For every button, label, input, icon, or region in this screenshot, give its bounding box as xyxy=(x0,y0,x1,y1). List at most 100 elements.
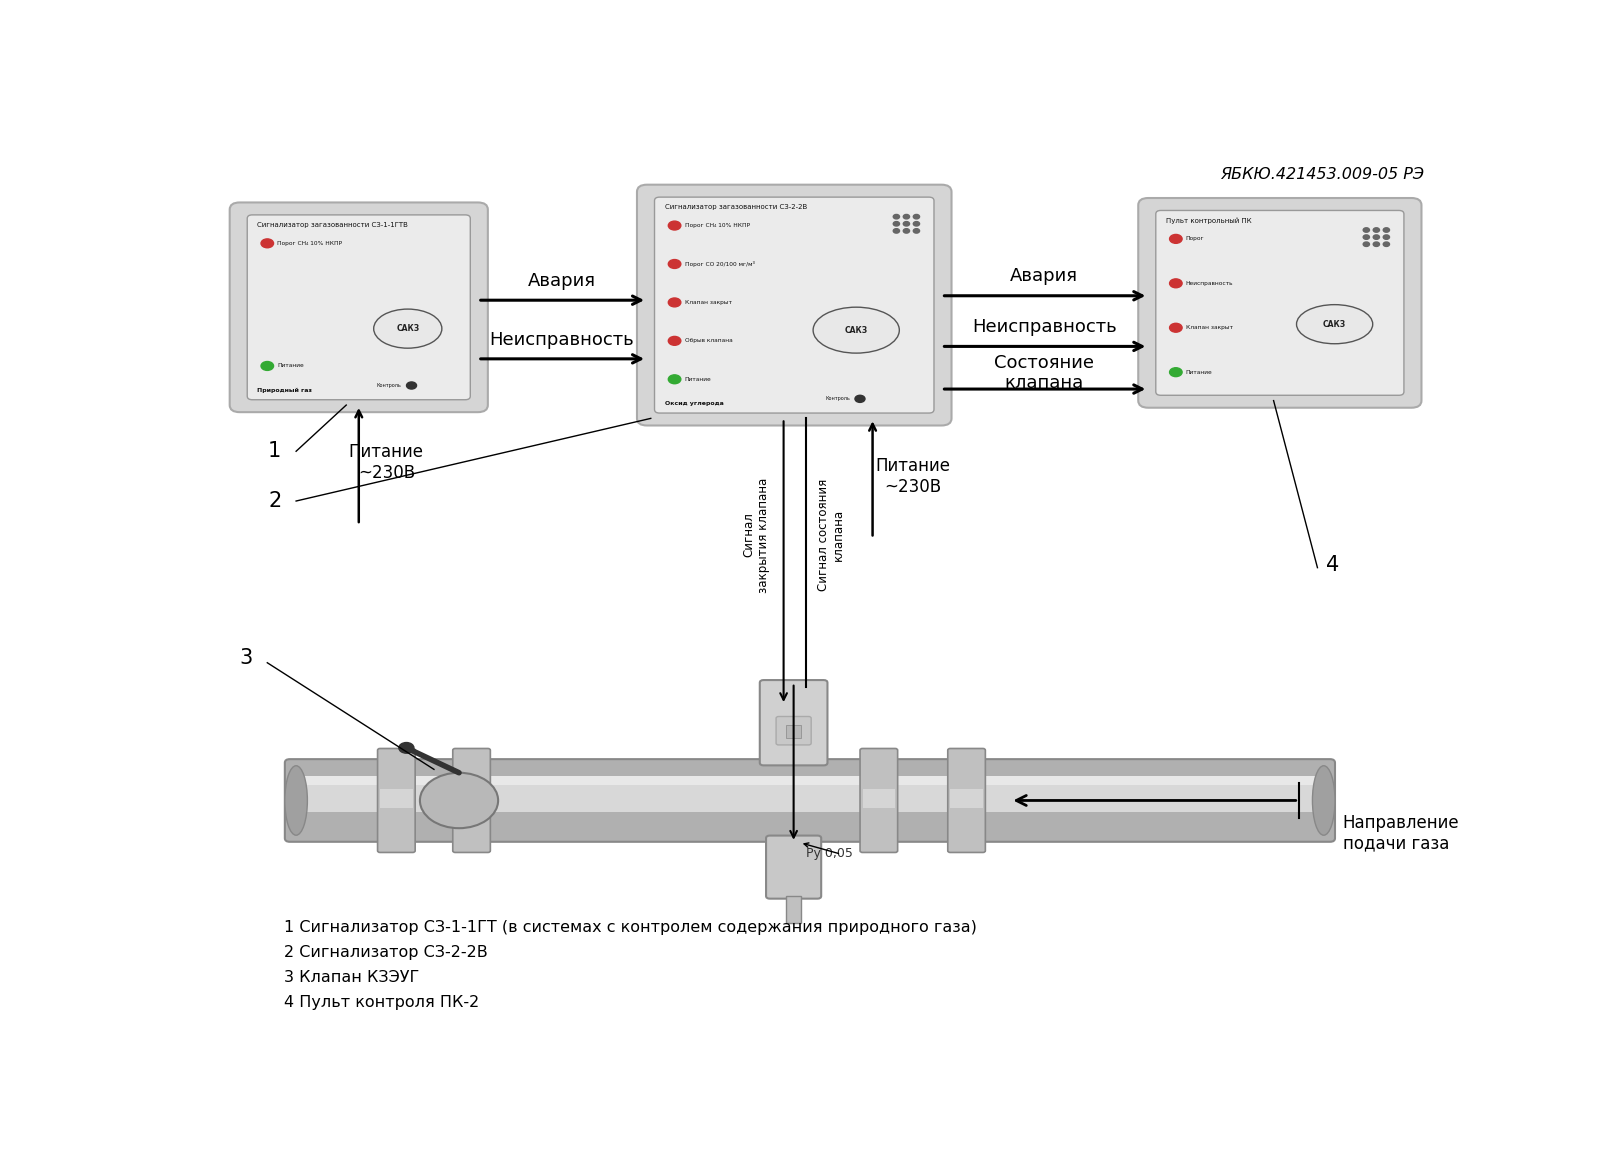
Circle shape xyxy=(1383,227,1389,232)
Text: 1: 1 xyxy=(268,441,281,462)
FancyBboxPatch shape xyxy=(453,749,490,853)
Circle shape xyxy=(855,396,865,403)
FancyBboxPatch shape xyxy=(860,749,897,853)
FancyBboxPatch shape xyxy=(637,185,951,426)
Text: Клапан закрыт: Клапан закрыт xyxy=(684,300,731,305)
Circle shape xyxy=(1363,227,1370,232)
Bar xyxy=(951,789,983,808)
Text: 3 Клапан КЗЭУГ: 3 Клапан КЗЭУГ xyxy=(283,971,419,986)
Circle shape xyxy=(668,298,681,307)
FancyBboxPatch shape xyxy=(948,749,985,853)
Circle shape xyxy=(1169,323,1182,332)
Circle shape xyxy=(914,215,920,219)
Text: 3: 3 xyxy=(239,649,252,668)
Circle shape xyxy=(893,222,899,226)
FancyBboxPatch shape xyxy=(1138,198,1421,407)
Circle shape xyxy=(1383,242,1389,247)
Text: Авария: Авария xyxy=(527,271,595,290)
Text: Контроль: Контроль xyxy=(377,383,401,388)
Circle shape xyxy=(904,228,909,233)
FancyBboxPatch shape xyxy=(1156,210,1404,396)
FancyBboxPatch shape xyxy=(766,835,821,899)
Text: Контроль: Контроль xyxy=(825,396,851,402)
Ellipse shape xyxy=(1297,305,1373,344)
Circle shape xyxy=(260,361,273,370)
Text: Порог: Порог xyxy=(1185,237,1205,241)
Text: 4 Пульт контроля ПК-2: 4 Пульт контроля ПК-2 xyxy=(283,995,479,1010)
Text: Сигнал
закрытия клапана: Сигнал закрытия клапана xyxy=(742,478,770,593)
Circle shape xyxy=(1363,235,1370,239)
Circle shape xyxy=(406,382,417,389)
Circle shape xyxy=(904,222,909,226)
Circle shape xyxy=(1373,242,1379,247)
Text: Питание: Питание xyxy=(1185,369,1213,375)
FancyBboxPatch shape xyxy=(378,749,416,853)
FancyBboxPatch shape xyxy=(230,202,488,412)
FancyBboxPatch shape xyxy=(655,197,935,413)
Text: Порог CH₄ 10% НКПР: Порог CH₄ 10% НКПР xyxy=(684,223,750,228)
Text: Питание
~230В: Питание ~230В xyxy=(349,443,424,482)
Text: Природный газ: Природный газ xyxy=(257,388,312,392)
Circle shape xyxy=(399,742,414,754)
Text: Пульт контрольный ПК: Пульт контрольный ПК xyxy=(1166,218,1252,224)
Circle shape xyxy=(1169,234,1182,243)
Circle shape xyxy=(1373,235,1379,239)
Text: 2 Сигнализатор СЗ-2-2В: 2 Сигнализатор СЗ-2-2В xyxy=(283,945,487,960)
Circle shape xyxy=(914,222,920,226)
Circle shape xyxy=(1363,242,1370,247)
Text: Сигнализатор загазованности СЗ-1-1ГТВ: Сигнализатор загазованности СЗ-1-1ГТВ xyxy=(257,222,407,228)
Circle shape xyxy=(1169,368,1182,376)
Circle shape xyxy=(1373,227,1379,232)
Circle shape xyxy=(893,228,899,233)
Circle shape xyxy=(668,375,681,384)
Text: Оксид углерода: Оксид углерода xyxy=(665,400,723,406)
Text: ЯБКЮ.421453.009-05 РЭ: ЯБКЮ.421453.009-05 РЭ xyxy=(1219,167,1425,182)
Circle shape xyxy=(668,260,681,269)
Ellipse shape xyxy=(813,307,899,353)
Bar xyxy=(380,789,412,808)
Text: Питание: Питание xyxy=(278,364,304,368)
FancyBboxPatch shape xyxy=(247,215,471,399)
Circle shape xyxy=(668,222,681,230)
Text: Неисправность: Неисправность xyxy=(1185,280,1234,286)
FancyBboxPatch shape xyxy=(776,717,812,745)
Text: САКЗ: САКЗ xyxy=(396,324,419,334)
Text: Питание: Питание xyxy=(684,377,711,382)
Text: Питание
~230В: Питание ~230В xyxy=(875,457,951,495)
Text: Ру 0,05: Ру 0,05 xyxy=(807,847,854,860)
Bar xyxy=(289,786,1331,811)
Text: 2: 2 xyxy=(268,490,281,511)
FancyBboxPatch shape xyxy=(760,680,828,765)
Bar xyxy=(456,789,488,808)
Bar xyxy=(786,896,800,923)
FancyBboxPatch shape xyxy=(285,759,1336,841)
Circle shape xyxy=(1383,235,1389,239)
Circle shape xyxy=(893,215,899,219)
Text: Обрыв клапана: Обрыв клапана xyxy=(684,338,733,344)
Text: Сигнал состояния
клапана: Сигнал состояния клапана xyxy=(817,479,846,591)
Circle shape xyxy=(420,773,498,829)
Text: Неисправность: Неисправность xyxy=(490,331,634,350)
Circle shape xyxy=(1169,279,1182,287)
Ellipse shape xyxy=(1313,766,1336,835)
Circle shape xyxy=(914,228,920,233)
Text: Сигнализатор загазованности СЗ-2-2В: Сигнализатор загазованности СЗ-2-2В xyxy=(665,204,807,210)
Bar xyxy=(289,777,1331,786)
Bar xyxy=(786,726,800,737)
Bar xyxy=(862,789,896,808)
Circle shape xyxy=(904,215,909,219)
Circle shape xyxy=(260,239,273,248)
Text: САКЗ: САКЗ xyxy=(844,325,868,335)
Text: Неисправность: Неисправность xyxy=(972,317,1117,336)
Ellipse shape xyxy=(374,309,441,349)
Text: Клапан закрыт: Клапан закрыт xyxy=(1185,325,1232,330)
Text: 4: 4 xyxy=(1326,555,1339,575)
Text: 1 Сигнализатор СЗ-1-1ГТ (в системах с контролем содержания природного газа): 1 Сигнализатор СЗ-1-1ГТ (в системах с ко… xyxy=(283,921,977,936)
Text: Порог CH₄ 10% НКПР: Порог CH₄ 10% НКПР xyxy=(278,241,343,246)
Circle shape xyxy=(668,337,681,345)
Text: САКЗ: САКЗ xyxy=(1323,320,1347,329)
Ellipse shape xyxy=(285,766,307,835)
Text: Направление
подачи газа: Направление подачи газа xyxy=(1342,814,1459,853)
Text: Состояние
клапана: Состояние клапана xyxy=(994,353,1095,392)
Text: Авария: Авария xyxy=(1011,268,1079,285)
